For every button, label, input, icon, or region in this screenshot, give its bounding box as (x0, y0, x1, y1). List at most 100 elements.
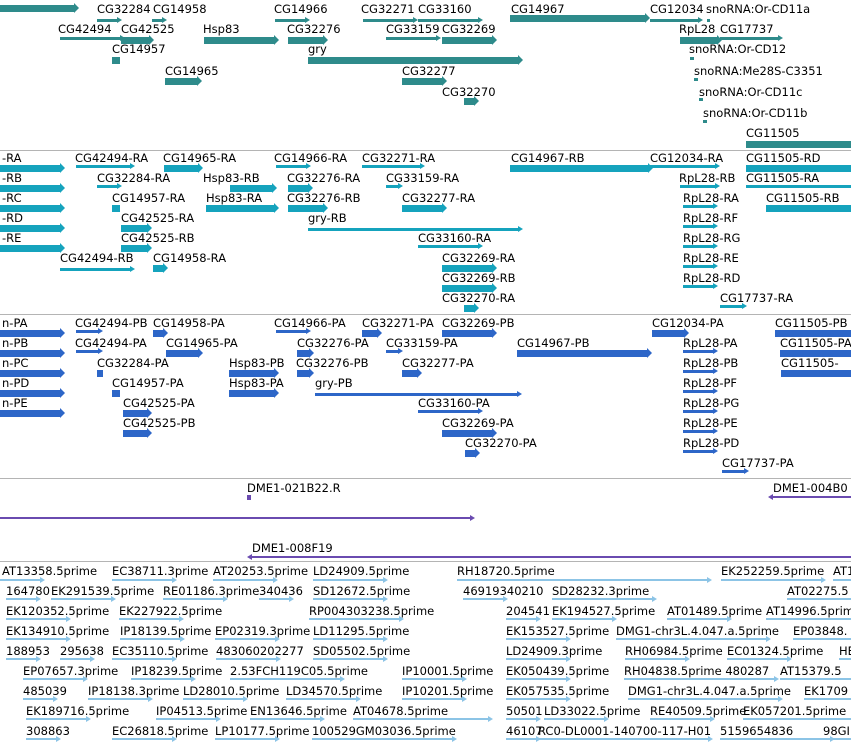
genes-feature-glyph[interactable] (464, 96, 479, 106)
transcripts-feature-label[interactable]: CG14965-RA (163, 151, 237, 165)
proteins-feature-glyph[interactable] (0, 328, 65, 338)
genes-feature-glyph[interactable] (418, 17, 483, 23)
ests-feature-label[interactable]: IP10001.5prime (402, 664, 494, 678)
proteins-feature-glyph[interactable] (0, 348, 65, 358)
transcripts-feature-glyph[interactable] (720, 303, 747, 309)
proteins-feature-label[interactable]: CG42494-PA (75, 336, 147, 350)
ests-feature-glyph[interactable] (506, 635, 571, 642)
ests-feature-label[interactable]: LD11295.5prime (313, 624, 410, 638)
ests-feature-glyph[interactable] (112, 655, 177, 662)
proteins-feature-glyph[interactable] (683, 348, 718, 354)
ests-feature-glyph[interactable] (667, 615, 732, 622)
ests-feature-glyph[interactable] (26, 735, 61, 742)
transcripts-feature-glyph[interactable] (418, 243, 483, 249)
proteins-feature-glyph[interactable] (76, 328, 103, 334)
transcripts-feature-label[interactable]: CG42494-RA (75, 151, 149, 165)
genes-feature-label[interactable]: CG14966 (274, 2, 328, 16)
ests-feature-label[interactable]: IP10201.5prime (402, 684, 494, 698)
ests-feature-glyph[interactable] (721, 576, 826, 583)
transcripts-feature-glyph[interactable] (464, 303, 479, 313)
ests-feature-glyph[interactable] (313, 635, 388, 642)
ests-feature-label[interactable]: RC0-DL0001-140700-117-H01 (538, 724, 712, 738)
ests-feature-glyph[interactable] (616, 635, 771, 642)
proteins-feature-glyph[interactable] (315, 391, 522, 397)
ests-feature-label[interactable]: 100529GM03036.5prime (312, 724, 456, 738)
proteins-feature-glyph[interactable] (683, 388, 718, 394)
ests-feature-label[interactable]: EK120352.5prime (6, 604, 110, 618)
proteins-feature-glyph[interactable] (0, 408, 65, 418)
proteins-feature-glyph[interactable] (780, 350, 851, 357)
transcripts-feature-label[interactable]: CG42525-RA (121, 211, 195, 225)
ests-feature-glyph[interactable] (120, 635, 185, 642)
genes-feature-label[interactable]: CG32270 (442, 85, 496, 99)
proteins-feature-glyph[interactable] (652, 328, 689, 338)
proteins-feature-label[interactable]: CG12034-PA (652, 316, 724, 330)
proteins-feature-glyph[interactable] (123, 408, 152, 418)
proteins-feature-glyph[interactable] (229, 368, 279, 378)
ests-feature-label[interactable]: 50501 (506, 704, 543, 718)
genes-feature-label[interactable]: CG32269 (442, 22, 496, 36)
ests-feature-label[interactable]: 295638 (60, 644, 104, 658)
proteins-feature-label[interactable]: n-PA (2, 316, 28, 330)
ests-feature-label[interactable]: EC35110.5prime (112, 644, 209, 658)
ests-feature-glyph[interactable] (26, 715, 91, 722)
ests-feature-glyph[interactable] (183, 695, 248, 702)
proteins-feature-label[interactable]: RpL28-PD (683, 436, 740, 450)
genes-feature-label[interactable]: CG33159 (386, 22, 440, 36)
ests-feature-label[interactable]: IP18139.5prime (120, 624, 212, 638)
ests-feature-glyph[interactable] (6, 635, 71, 642)
ests-feature-glyph[interactable] (313, 655, 388, 662)
transcripts-feature-glyph[interactable] (680, 183, 720, 189)
ests-feature-glyph[interactable] (213, 576, 278, 583)
proteins-feature-glyph[interactable] (722, 468, 749, 474)
ests-feature-glyph[interactable] (506, 735, 541, 742)
ests-feature-glyph[interactable] (650, 715, 715, 722)
genes-feature-label[interactable]: CG32276 (287, 22, 341, 36)
genes-feature-glyph[interactable] (707, 19, 710, 22)
ests-feature-glyph[interactable] (544, 715, 609, 722)
ests-feature-label[interactable]: EP07657.3prime (23, 664, 119, 678)
transcripts-feature-glyph[interactable] (650, 163, 720, 169)
transcripts-feature-label[interactable]: RpL28-RA (683, 191, 739, 205)
ests-feature-glyph[interactable] (60, 655, 95, 662)
proteins-feature-glyph[interactable] (683, 408, 718, 414)
ests-feature-label[interactable]: IP04513.5prime (156, 704, 248, 718)
transcripts-feature-glyph[interactable] (683, 243, 718, 249)
genes-feature-glyph[interactable] (720, 35, 783, 41)
transcripts-feature-label[interactable]: CG11505-RB (766, 191, 840, 205)
ests-feature-label[interactable]: EP03848. (793, 624, 848, 638)
transcripts-feature-glyph[interactable] (402, 203, 447, 213)
proteins-feature-glyph[interactable] (683, 428, 718, 434)
ests-feature-label[interactable]: RH04838.5prime 480287 (624, 664, 770, 678)
proteins-feature-label[interactable]: RpL28-PE (683, 416, 738, 430)
transcripts-feature-label[interactable]: -RE (2, 231, 22, 245)
proteins-feature-label[interactable]: CG32270-PA (465, 436, 537, 450)
transcripts-feature-label[interactable]: CG17737-RA (720, 291, 794, 305)
genes-feature-label[interactable]: gry (308, 42, 327, 56)
proteins-feature-glyph[interactable] (76, 348, 103, 354)
genes-feature-label[interactable]: snoRNA:Or-CD11b (703, 106, 808, 120)
transcripts-feature-glyph[interactable] (288, 183, 313, 193)
proteins-feature-label[interactable]: n-PD (2, 376, 30, 390)
proteins-feature-label[interactable]: CG32276-PA (297, 336, 369, 350)
proteins-feature-label[interactable]: n-PC (2, 356, 29, 370)
genes-feature-glyph[interactable] (152, 17, 167, 23)
ests-feature-glyph[interactable] (727, 655, 792, 662)
ests-feature-glyph[interactable] (6, 615, 71, 622)
ests-feature-glyph[interactable] (402, 675, 467, 682)
transcripts-feature-label[interactable]: -RA (2, 151, 22, 165)
ests-feature-glyph[interactable] (23, 695, 58, 702)
ests-feature-glyph[interactable] (119, 615, 184, 622)
ests-feature-label[interactable]: EK227922.5prime (119, 604, 223, 618)
ests-feature-label[interactable]: AT1 (833, 564, 851, 578)
ests-feature-glyph[interactable] (787, 598, 851, 600)
genes-feature-glyph[interactable] (0, 3, 79, 13)
ests-feature-label[interactable]: 98GI (823, 724, 850, 738)
proteins-feature-label[interactable]: n-PB (2, 336, 29, 350)
ests-feature-glyph[interactable] (506, 695, 571, 702)
transcripts-feature-label[interactable]: CG11505-RA (746, 171, 820, 185)
ests-feature-label[interactable]: RH06984.5prime (625, 644, 723, 658)
ests-feature-label[interactable]: 2.53FCH119C05.5prime (230, 664, 368, 678)
genes-feature-label[interactable]: RpL28 (679, 22, 716, 36)
proteins-feature-glyph[interactable] (781, 370, 851, 377)
